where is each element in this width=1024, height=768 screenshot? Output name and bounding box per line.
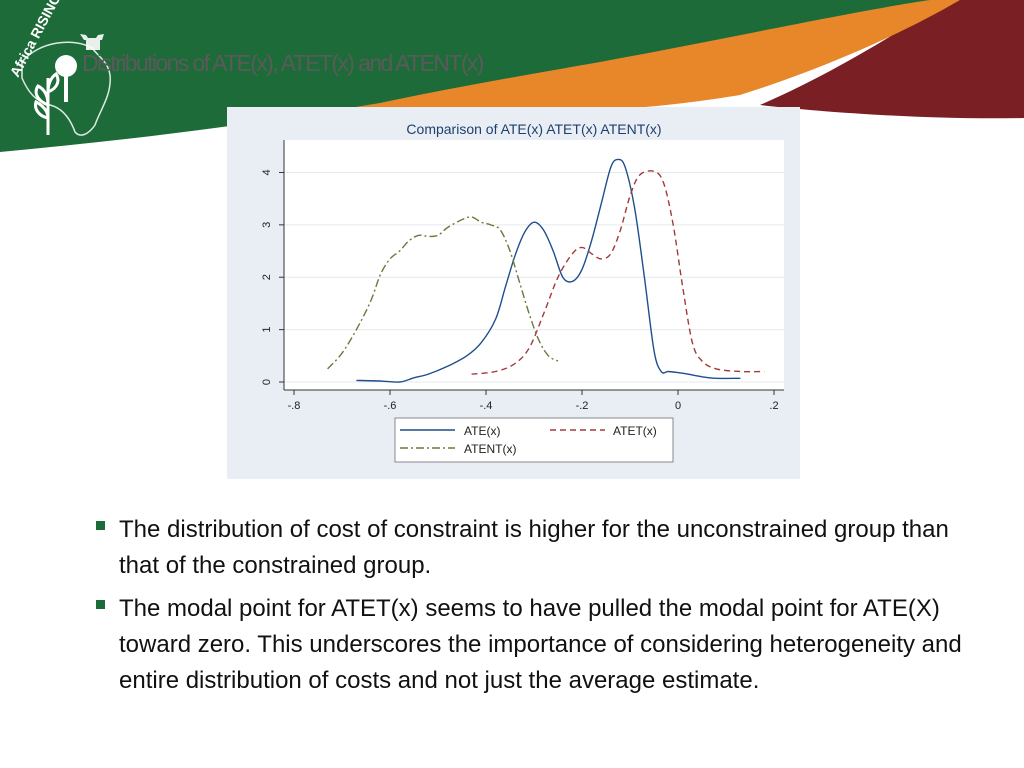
x-tick-label: -.4: [480, 400, 493, 412]
legend-box: [394, 417, 674, 463]
x-tick-label: -.2: [576, 400, 589, 412]
chart-legend: ATE(x) ATET(x) ATENT(x): [394, 417, 674, 463]
legend-label-atet: ATET(x): [613, 424, 657, 438]
chart-title: Comparison of ATE(x) ATET(x) ATENT(x): [406, 121, 661, 137]
square-bullet-icon: [96, 600, 105, 609]
bullet-text: The modal point for ATET(x) seems to hav…: [119, 595, 962, 694]
gridlines: [284, 171, 784, 383]
legend-label-atent: ATENT(x): [464, 442, 516, 456]
slide-title: Distributions of ATE(x), ATET(x) and ATE…: [82, 50, 484, 76]
banner-maroon-swoosh: [700, 0, 1024, 119]
axes: 0 1 2 3 4 -.8 -.6 -.4 -.2 0 .2: [261, 140, 784, 412]
series-lines: [327, 158, 765, 383]
series-line-atent: [327, 216, 559, 370]
square-bullet-icon: [96, 521, 105, 530]
x-tick-label: -.6: [384, 400, 397, 412]
x-tick-label: 0: [675, 400, 681, 412]
bullet-text: The distribution of cost of constraint i…: [119, 516, 949, 579]
tree-trunk-icon: [64, 74, 68, 102]
y-tick-label: 3: [261, 222, 273, 228]
x-tick-label: .2: [769, 400, 778, 412]
bullet-item: The modal point for ATET(x) seems to hav…: [94, 591, 974, 699]
bullet-item: The distribution of cost of constraint i…: [94, 512, 974, 584]
y-tick-label: 1: [261, 327, 273, 333]
series-line-ate: [356, 158, 741, 383]
x-tick-label: -.8: [288, 400, 301, 412]
density-chart: Comparison of ATE(x) ATET(x) ATENT(x) 0 1…: [261, 121, 784, 463]
bullet-list: The distribution of cost of constraint i…: [94, 512, 974, 706]
plot-area: [284, 140, 784, 390]
cattle-icon: [80, 34, 104, 50]
chart-panel: Comparison of ATE(x) ATET(x) ATENT(x) 0 1…: [227, 107, 800, 479]
y-tick-label: 2: [261, 274, 273, 280]
tree-icon: [55, 55, 77, 77]
plant-sprout-icon: [34, 71, 60, 135]
legend-label-ate: ATE(x): [464, 424, 500, 438]
series-line-atet: [471, 170, 765, 375]
y-tick-label: 0: [261, 379, 273, 385]
y-tick-label: 4: [261, 169, 273, 175]
